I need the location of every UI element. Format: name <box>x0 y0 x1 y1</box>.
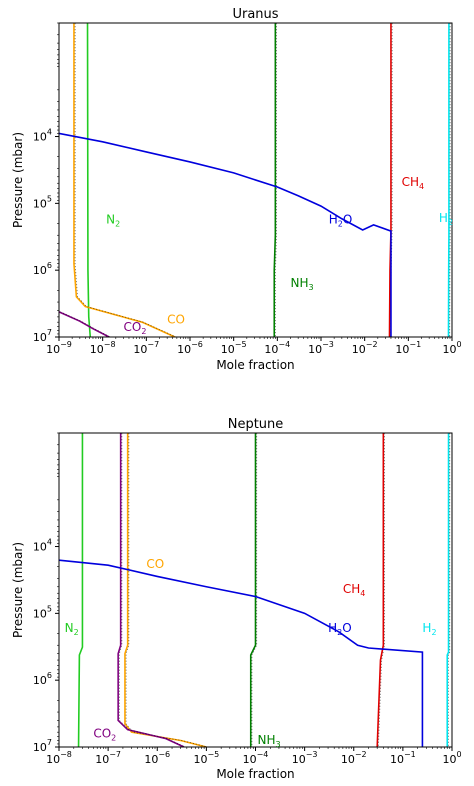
species-label: H2 <box>439 211 453 227</box>
species-label: CO <box>146 557 164 571</box>
species-label: H2O <box>328 621 352 637</box>
species-label: CO <box>167 313 185 327</box>
series-group <box>59 23 450 337</box>
y-axis-label: Pressure (mbar) <box>11 132 25 228</box>
x-axis-label: Mole fraction <box>216 358 294 372</box>
series-line-co <box>125 433 206 747</box>
chart-title: Uranus <box>232 7 278 22</box>
series-line-nh3 <box>274 23 275 337</box>
y-tick-label: 105 <box>33 604 52 620</box>
series-line-co <box>74 23 175 337</box>
species-label: H2O <box>329 212 353 228</box>
x-tick-label: 10−1 <box>390 750 416 766</box>
x-tick-label: 10−6 <box>144 750 170 766</box>
y-tick-label: 106 <box>33 261 52 277</box>
species-label: CH4 <box>402 175 425 191</box>
x-tick-label: 10−7 <box>133 340 159 356</box>
x-tick-label: 100 <box>442 750 461 766</box>
x-tick-label: 10−5 <box>193 750 219 766</box>
y-tick-label: 107 <box>33 328 52 344</box>
species-label: CH4 <box>343 582 366 598</box>
series-line-h2o <box>59 133 391 337</box>
series-group <box>59 433 450 747</box>
species-label: CO2 <box>93 726 116 742</box>
x-tick-label: 100 <box>442 340 461 356</box>
x-tick-label: 10−7 <box>95 750 121 766</box>
y-tick-label: 105 <box>33 194 52 210</box>
species-label: NH3 <box>258 733 281 749</box>
x-tick-label: 10−6 <box>177 340 203 356</box>
series-dotted-co <box>75 23 176 337</box>
y-tick-label: 106 <box>33 671 52 687</box>
x-tick-label: 10−3 <box>292 750 318 766</box>
y-tick-label: 104 <box>33 128 52 144</box>
series-line-nh3 <box>251 433 256 747</box>
chart-uranus: Uranus 10−9 10−8 10−7 10−6 10−5 10−4 10−3 10−2 10… <box>11 7 462 372</box>
species-label: NH3 <box>290 276 313 292</box>
x-tick-label: 10−8 <box>46 750 72 766</box>
x-tick-label: 10−8 <box>90 340 116 356</box>
chart-title: Neptune <box>228 417 284 432</box>
species-label: H2 <box>422 621 436 637</box>
series-line-h2o <box>59 560 422 747</box>
x-tick-label: 10−4 <box>243 750 269 766</box>
series-line-n2 <box>88 23 91 337</box>
x-tick-label: 10−2 <box>352 340 378 356</box>
y-tick-label: 107 <box>33 738 52 754</box>
x-tick-label: 10−3 <box>308 340 334 356</box>
x-tick-label: 10−1 <box>395 340 421 356</box>
x-tick-label: 10−2 <box>341 750 367 766</box>
species-label: N2 <box>65 621 79 637</box>
series-dotted-co <box>126 433 207 747</box>
series-line-co2 <box>59 312 109 337</box>
x-axis-label: Mole fraction <box>216 767 294 781</box>
y-axis-label: Pressure (mbar) <box>11 542 25 638</box>
series-line-n2 <box>79 433 83 747</box>
x-tick-label: 10−5 <box>221 340 247 356</box>
x-tick-label: 10−4 <box>264 340 290 356</box>
species-label: N2 <box>106 212 120 228</box>
x-tick-label: 10−9 <box>46 340 72 356</box>
chart-neptune: Neptune 10−8 10−7 10−6 10−5 10−4 10−3 10−2 10−1 1… <box>11 417 462 781</box>
y-tick-label: 104 <box>33 538 52 554</box>
